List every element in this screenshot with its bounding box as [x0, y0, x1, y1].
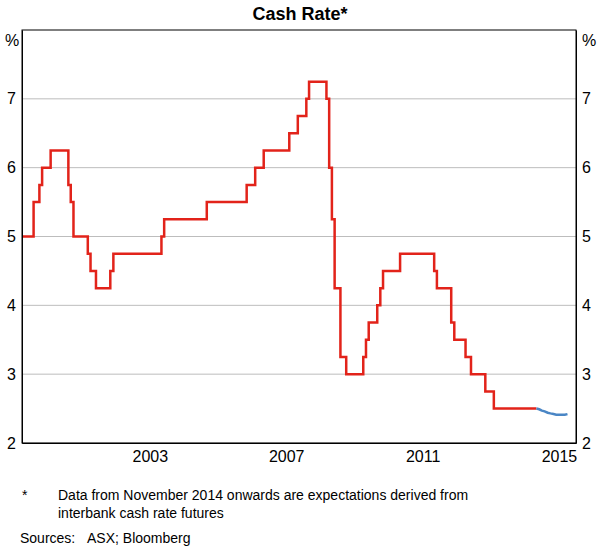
source: ASX; Bloomberg: [87, 530, 191, 546]
tick-label: 4: [7, 297, 16, 314]
tick: 6: [7, 159, 22, 176]
tick: 7: [576, 90, 591, 107]
footnote: interbank cash rate futures: [58, 505, 224, 521]
title: Cash Rate*: [252, 4, 347, 24]
series-line: [536, 409, 567, 415]
tick: 2011: [406, 443, 441, 465]
chart: Cash Rate* 2 3 4 5 6 7 2 3 4 5 6 7 2003 2007 2011 2015%%…: [0, 0, 600, 550]
tick: 7: [7, 90, 22, 107]
tick-label: 2: [7, 435, 16, 452]
axis-line: [576, 31, 577, 444]
tick-label: 7: [7, 90, 16, 107]
series-line: [22, 82, 536, 409]
tick: 6: [576, 159, 591, 176]
footnote: Data from November 2014 onwards are expe…: [58, 487, 468, 503]
tick: 3: [576, 366, 591, 383]
tick: 3: [7, 366, 22, 383]
tick-label: 5: [7, 228, 16, 245]
tick-label: 6: [582, 159, 591, 176]
tick-label: 2007: [269, 448, 305, 465]
tick-label: 2003: [133, 448, 169, 465]
tick-label: 5: [582, 228, 591, 245]
x-axis: 2003 2007 2011 2015: [23, 443, 578, 465]
tick-label: 3: [7, 366, 16, 383]
source-label: Sources:: [20, 530, 75, 546]
grid-line: [22, 305, 576, 306]
tick-label: 2015: [542, 448, 578, 465]
grid-line: [22, 98, 576, 99]
tick: 4: [576, 297, 591, 314]
grid-line: [22, 236, 576, 237]
tick: 2003: [133, 443, 169, 465]
series-group: [22, 82, 567, 415]
y-axis-left: 2 3 4 5 6 7: [7, 31, 22, 452]
grid-line: [22, 374, 576, 375]
tick: 2015: [542, 443, 578, 465]
footnote-marker: *: [22, 487, 28, 503]
tick: 2007: [269, 443, 305, 465]
tick-label: 3: [582, 366, 591, 383]
y-axis-right: 2 3 4 5 6 7: [576, 31, 591, 452]
tick-label: 2011: [406, 448, 441, 465]
tick-label: 2: [582, 435, 591, 452]
axis-line: [22, 31, 23, 444]
tick: 2: [7, 435, 22, 452]
plot-frame: [22, 30, 576, 443]
tick-label: 7: [582, 90, 591, 107]
axis-unit: %: [5, 32, 19, 49]
grid-line: [22, 167, 576, 168]
tick-label: 6: [7, 159, 16, 176]
tick-label: 4: [582, 297, 591, 314]
tick: 2: [576, 435, 591, 452]
axis-unit: %: [582, 32, 596, 49]
tick: 4: [7, 297, 22, 314]
tick: 5: [576, 228, 591, 245]
tick: 5: [7, 228, 22, 245]
axis-line: [23, 443, 577, 444]
